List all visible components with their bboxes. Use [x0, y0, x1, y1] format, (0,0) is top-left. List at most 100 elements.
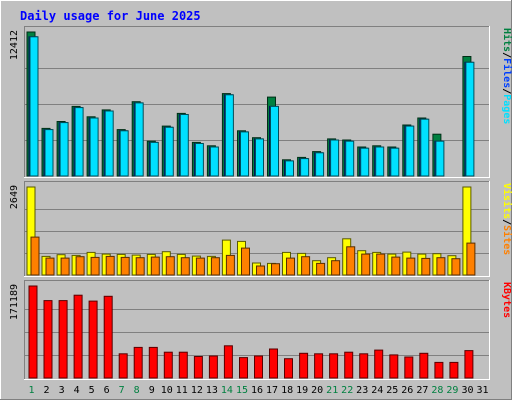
series-sites	[30, 236, 476, 276]
legend-entry: KBytes	[501, 282, 512, 318]
bar-kbytes	[254, 355, 263, 379]
bar-kbytes	[344, 351, 354, 379]
x-tick-label: 28	[431, 385, 443, 396]
bar-sites	[120, 256, 130, 276]
bar-kbytes	[434, 361, 444, 379]
x-tick-label: 31	[476, 385, 488, 396]
x-tick-label: 22	[341, 385, 353, 396]
bar-kbytes	[178, 351, 188, 379]
x-tick-label: 13	[206, 385, 218, 396]
bar-pages	[240, 131, 249, 177]
series-kbytes	[28, 285, 474, 379]
x-tick-label: 9	[149, 385, 155, 396]
bar-sites	[391, 256, 401, 276]
bar-kbytes	[58, 300, 68, 379]
bar-kbytes	[133, 346, 143, 379]
panel-visits-sites: 2649 Visits/Sites	[9, 181, 512, 277]
bar-sites	[361, 253, 371, 276]
x-tick-label: 16	[251, 385, 263, 396]
x-tick-label: 14	[221, 385, 233, 396]
bar-pages	[164, 126, 174, 177]
y-max-label: 171189	[9, 284, 20, 320]
bar-kbytes	[43, 300, 53, 379]
bar-kbytes	[329, 353, 339, 379]
bar-sites	[150, 256, 160, 276]
bar-pages	[104, 110, 114, 177]
bar-sites	[90, 256, 100, 276]
x-tick-label: 12	[191, 385, 203, 396]
bar-kbytes	[193, 356, 203, 379]
bar-pages	[330, 139, 340, 177]
bar-sites	[376, 253, 386, 276]
bar-kbytes	[299, 352, 309, 379]
legend-entry: Sites	[501, 225, 512, 255]
bar-kbytes	[389, 354, 399, 379]
bar-kbytes	[118, 353, 128, 379]
x-tick-label: 6	[104, 385, 110, 396]
bar-kbytes	[148, 346, 158, 379]
bar-sites	[135, 257, 145, 276]
x-tick-label: 4	[74, 385, 80, 396]
bar-pages	[179, 114, 189, 177]
x-tick-label: 25	[386, 385, 398, 396]
bar-sites	[225, 254, 235, 276]
bar-pages	[435, 140, 445, 177]
bar-pages	[209, 146, 219, 177]
bar-kbytes	[374, 349, 384, 379]
bar-sites	[316, 262, 326, 276]
legend-entry: Pages	[501, 94, 512, 124]
bar-sites	[105, 255, 115, 276]
x-tick-label: 18	[281, 385, 293, 396]
panel-kbytes: 171189 KBytes	[9, 280, 512, 380]
bar-sites	[195, 257, 205, 276]
chart-title: Daily usage for June 2025	[20, 9, 201, 23]
bar-sites	[286, 257, 295, 276]
bar-sites	[210, 257, 220, 276]
x-tick-label: 5	[89, 385, 95, 396]
bar-sites	[45, 257, 55, 276]
legend: Hits/Files/Pages	[501, 28, 512, 124]
legend-entry: Files	[501, 58, 512, 88]
bar-sites	[436, 257, 446, 276]
bar-kbytes	[73, 294, 83, 379]
x-tick-label: 21	[326, 385, 338, 396]
x-tick-label: 17	[266, 385, 278, 396]
x-tick-label: 23	[356, 385, 368, 396]
bar-sites	[271, 263, 280, 276]
bar-pages	[315, 152, 325, 177]
bar-pages	[255, 138, 264, 177]
x-tick-label: 27	[416, 385, 428, 396]
y-max-label: 2649	[9, 185, 20, 209]
x-tick-label: 24	[371, 385, 383, 396]
legend-entry: Hits	[501, 28, 512, 52]
bar-kbytes	[359, 353, 369, 379]
bar-pages	[149, 141, 159, 177]
bar-sites	[180, 257, 190, 276]
y-max-label: 12412	[9, 30, 20, 60]
bar-kbytes	[223, 345, 233, 379]
bar-sites	[75, 256, 85, 276]
x-tick-label: 29	[446, 385, 458, 396]
bar-pages	[44, 129, 54, 177]
bar-sites	[256, 265, 265, 276]
bar-kbytes	[28, 285, 38, 379]
x-tick-label: 20	[311, 385, 323, 396]
x-tick-label: 1	[28, 385, 34, 396]
legend-entry: /	[501, 219, 512, 225]
bar-sites	[346, 246, 356, 276]
bar-pages	[134, 102, 144, 177]
bar-sites	[331, 260, 341, 276]
bar-pages	[420, 118, 430, 177]
bar-kbytes	[163, 351, 173, 379]
x-tick-label: 7	[119, 385, 125, 396]
bar-sites	[301, 256, 311, 276]
bar-sites	[241, 247, 250, 276]
bar-sites	[451, 258, 461, 276]
bar-sites	[421, 257, 431, 276]
x-tick-label: 30	[461, 385, 473, 396]
bar-pages	[194, 143, 204, 177]
panel-hits-files-pages: 12412 Hits/Files/Pages	[9, 26, 512, 178]
x-tick-label: 15	[236, 385, 248, 396]
bar-pages	[360, 147, 370, 177]
